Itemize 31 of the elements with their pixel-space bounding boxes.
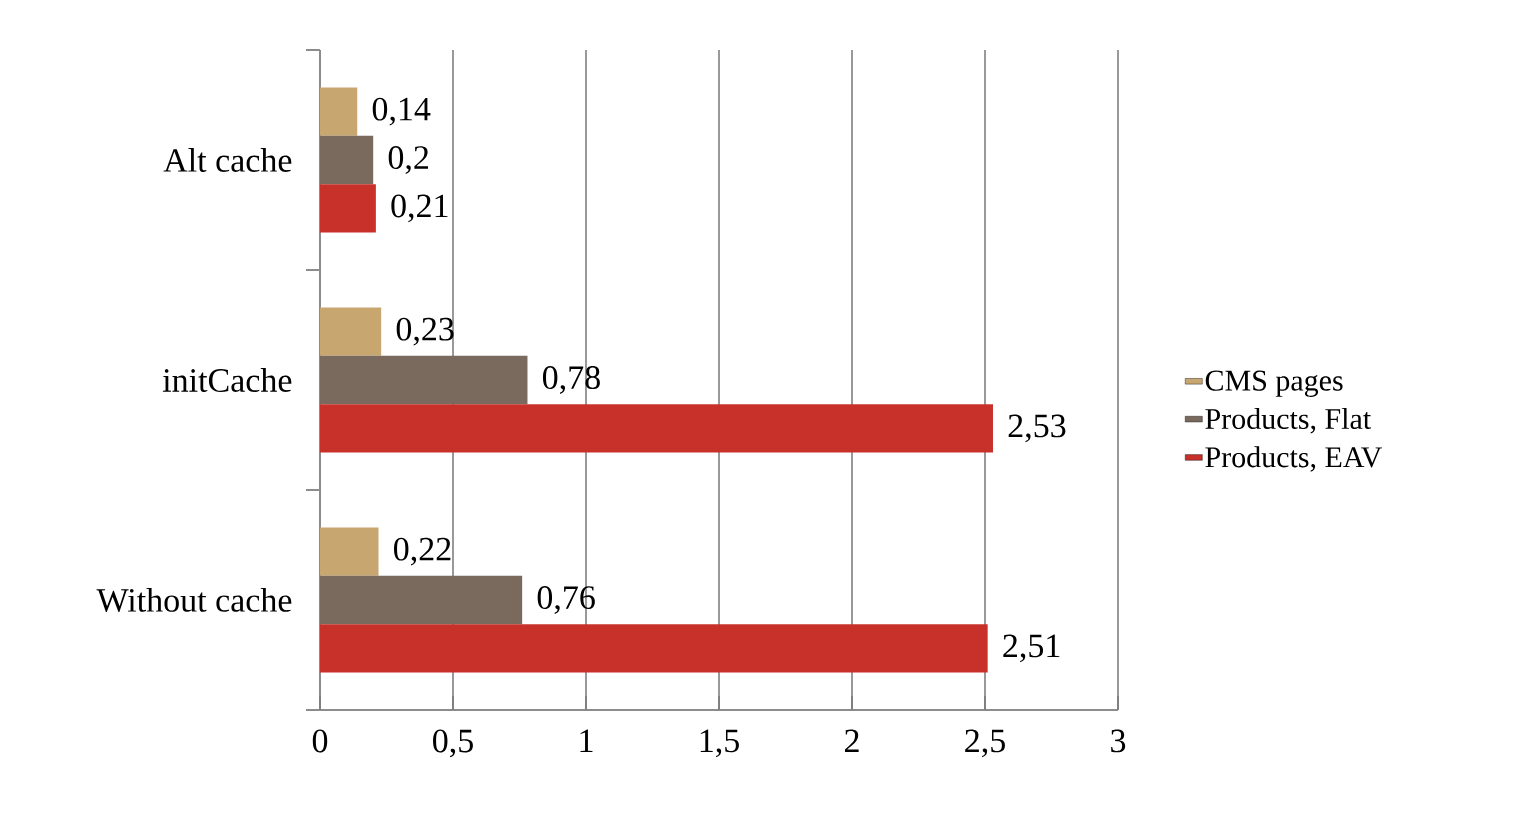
bar <box>320 404 993 453</box>
bar <box>320 527 379 576</box>
legend-label: Products, EAV <box>1205 446 1382 472</box>
x-tick-label: 2,5 <box>965 729 1005 758</box>
legend-label: CMS pages <box>1205 370 1343 397</box>
y-tick-label: Without cache <box>96 587 292 613</box>
x-tick-label: 2 <box>844 729 859 753</box>
y-tick-label: initCache <box>162 368 292 392</box>
data-label: 0,2 <box>388 146 429 174</box>
data-label: 2,51 <box>1003 634 1060 663</box>
x-tick-label: 1 <box>580 729 593 752</box>
x-tick-label: 0,5 <box>433 729 473 758</box>
bar <box>320 355 528 405</box>
bar <box>320 87 358 136</box>
data-label: 0,22 <box>394 537 451 566</box>
x-tick-label: 3 <box>1111 729 1126 753</box>
bar <box>320 135 374 185</box>
data-label: 0,14 <box>372 97 431 126</box>
bar <box>320 575 523 625</box>
bar <box>320 307 382 356</box>
y-tick-label: Alt cache <box>163 148 292 172</box>
x-tick-label: 0 <box>312 729 328 753</box>
legend-label: Products, Flat <box>1205 407 1371 434</box>
data-label: 0,23 <box>396 317 454 346</box>
data-label: 0,78 <box>542 366 600 394</box>
data-label: 0,76 <box>537 586 595 614</box>
bar <box>320 624 988 673</box>
x-tick-label: 1,5 <box>700 729 739 758</box>
bar <box>320 184 376 233</box>
data-label: 0,21 <box>391 194 448 223</box>
data-label: 2,53 <box>1008 414 1066 443</box>
